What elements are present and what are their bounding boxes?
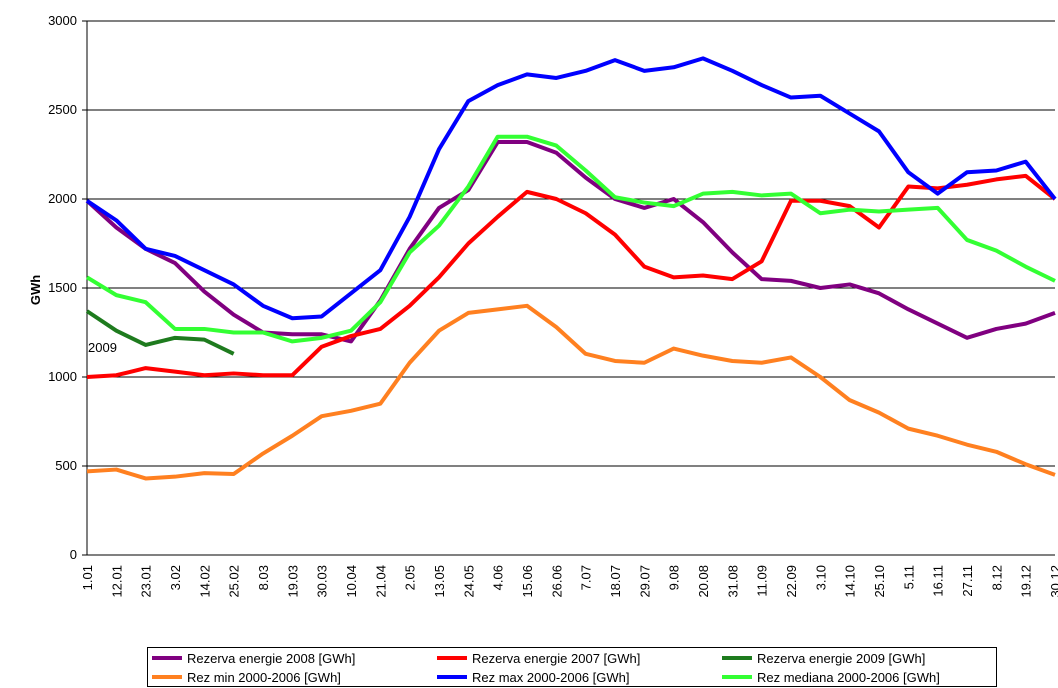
- legend-label: Rez min 2000-2006 [GWh]: [187, 670, 341, 685]
- x-tick-label: 22.09: [784, 565, 799, 598]
- x-tick-label: 11.09: [755, 565, 770, 597]
- y-tick-label: 2000: [48, 191, 77, 206]
- x-tick-label: 18.07: [608, 565, 623, 598]
- series-line: [86, 173, 1057, 379]
- legend-label: Rezerva energie 2007 [GWh]: [472, 651, 640, 666]
- legend-label: Rezerva energie 2008 [GWh]: [187, 651, 355, 666]
- x-tick-label: 3.02: [168, 565, 183, 590]
- x-tick-label: 16.11: [931, 565, 946, 597]
- x-tick-label: 14.02: [197, 565, 212, 598]
- x-tick-label: 8.03: [256, 565, 271, 590]
- x-tick-label: 26.06: [549, 565, 564, 598]
- y-tick-label: 3000: [48, 13, 77, 28]
- x-tick-label: 25.10: [872, 565, 887, 598]
- series-line: [85, 140, 1056, 344]
- x-tick-label: 13.05: [432, 565, 447, 598]
- x-tick-label: 31.08: [725, 565, 740, 598]
- x-tick-label: 19.03: [285, 565, 300, 598]
- x-tick-label: 24.05: [461, 565, 476, 598]
- x-tick-label: 29.07: [637, 565, 652, 598]
- x-tick-label: 8.12: [989, 565, 1004, 590]
- legend-label: Rez mediana 2000-2006 [GWh]: [757, 670, 940, 685]
- y-tick-label: 2500: [48, 102, 77, 117]
- x-tick-label: 14.10: [843, 565, 858, 598]
- x-tick-label: 19.12: [1019, 565, 1034, 598]
- x-tick-label: 23.01: [139, 565, 154, 598]
- y-tick-label: 0: [70, 547, 77, 562]
- series-line: [85, 309, 235, 356]
- x-tick-label: 1.01: [80, 565, 95, 590]
- x-tick-label: 9.08: [667, 565, 682, 590]
- x-tick-label: 25.02: [227, 565, 242, 598]
- x-tick-label: 30.12: [1048, 565, 1058, 598]
- x-tick-label: 2.05: [403, 565, 418, 590]
- legend-label: Rezerva energie 2009 [GWh]: [757, 651, 925, 666]
- legend-label: Rez max 2000-2006 [GWh]: [472, 670, 630, 685]
- y-tick-label: 1000: [48, 369, 77, 384]
- annotation: 2009: [88, 340, 117, 355]
- series-line: [85, 56, 1057, 321]
- x-tick-label: 10.04: [344, 565, 359, 598]
- x-tick-label: 21.04: [373, 565, 388, 598]
- legend-box: [147, 647, 997, 687]
- x-tick-label: 7.07: [579, 565, 594, 590]
- x-tick-label: 20.08: [696, 565, 711, 598]
- y-tick-label: 500: [55, 458, 77, 473]
- x-tick-label: 12.01: [109, 565, 124, 598]
- x-tick-label: 5.11: [901, 565, 916, 589]
- y-axis-label: GWh: [28, 275, 43, 305]
- y-tick-label: 1500: [48, 280, 77, 295]
- series-line: [86, 303, 1056, 481]
- x-tick-label: 4.06: [491, 565, 506, 590]
- x-tick-label: 15.06: [520, 565, 535, 598]
- x-tick-label: 27.11: [960, 565, 975, 597]
- x-tick-label: 3.10: [813, 565, 828, 590]
- x-tick-label: 30.03: [315, 565, 330, 598]
- series-line: [85, 134, 1056, 344]
